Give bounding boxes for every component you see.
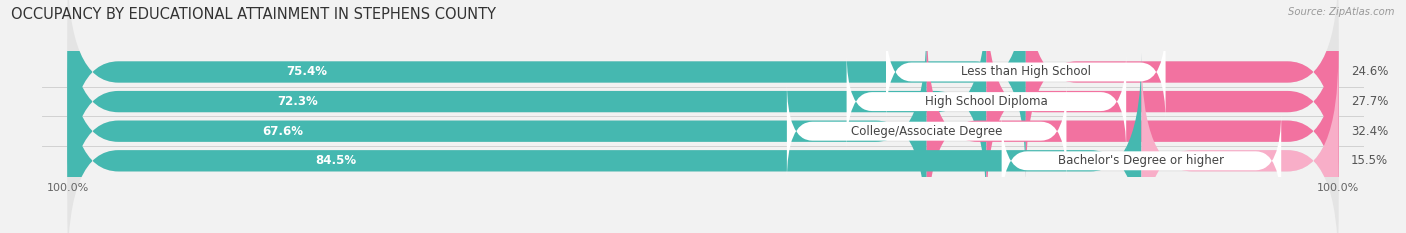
Text: 75.4%: 75.4% xyxy=(287,65,328,79)
FancyBboxPatch shape xyxy=(787,82,1066,181)
FancyBboxPatch shape xyxy=(927,24,1339,233)
FancyBboxPatch shape xyxy=(67,0,1339,209)
Text: 27.7%: 27.7% xyxy=(1351,95,1389,108)
FancyBboxPatch shape xyxy=(67,24,1339,233)
Text: Source: ZipAtlas.com: Source: ZipAtlas.com xyxy=(1288,7,1395,17)
FancyBboxPatch shape xyxy=(886,22,1166,122)
FancyBboxPatch shape xyxy=(67,0,1339,180)
FancyBboxPatch shape xyxy=(67,24,927,233)
FancyBboxPatch shape xyxy=(846,52,1126,151)
FancyBboxPatch shape xyxy=(67,53,1339,233)
FancyBboxPatch shape xyxy=(67,53,1142,233)
Text: 72.3%: 72.3% xyxy=(277,95,318,108)
Text: OCCUPANCY BY EDUCATIONAL ATTAINMENT IN STEPHENS COUNTY: OCCUPANCY BY EDUCATIONAL ATTAINMENT IN S… xyxy=(11,7,496,22)
FancyBboxPatch shape xyxy=(987,0,1339,209)
Text: College/Associate Degree: College/Associate Degree xyxy=(851,125,1002,138)
FancyBboxPatch shape xyxy=(1142,53,1339,233)
Text: 24.6%: 24.6% xyxy=(1351,65,1389,79)
FancyBboxPatch shape xyxy=(1001,111,1281,211)
Text: 32.4%: 32.4% xyxy=(1351,125,1388,138)
FancyBboxPatch shape xyxy=(67,0,987,209)
FancyBboxPatch shape xyxy=(67,0,1026,180)
FancyBboxPatch shape xyxy=(1026,0,1339,180)
Text: 15.5%: 15.5% xyxy=(1351,154,1388,167)
Text: Less than High School: Less than High School xyxy=(960,65,1091,79)
Text: Bachelor's Degree or higher: Bachelor's Degree or higher xyxy=(1059,154,1225,167)
Text: 67.6%: 67.6% xyxy=(262,125,302,138)
Text: High School Diploma: High School Diploma xyxy=(925,95,1047,108)
Text: 84.5%: 84.5% xyxy=(315,154,357,167)
